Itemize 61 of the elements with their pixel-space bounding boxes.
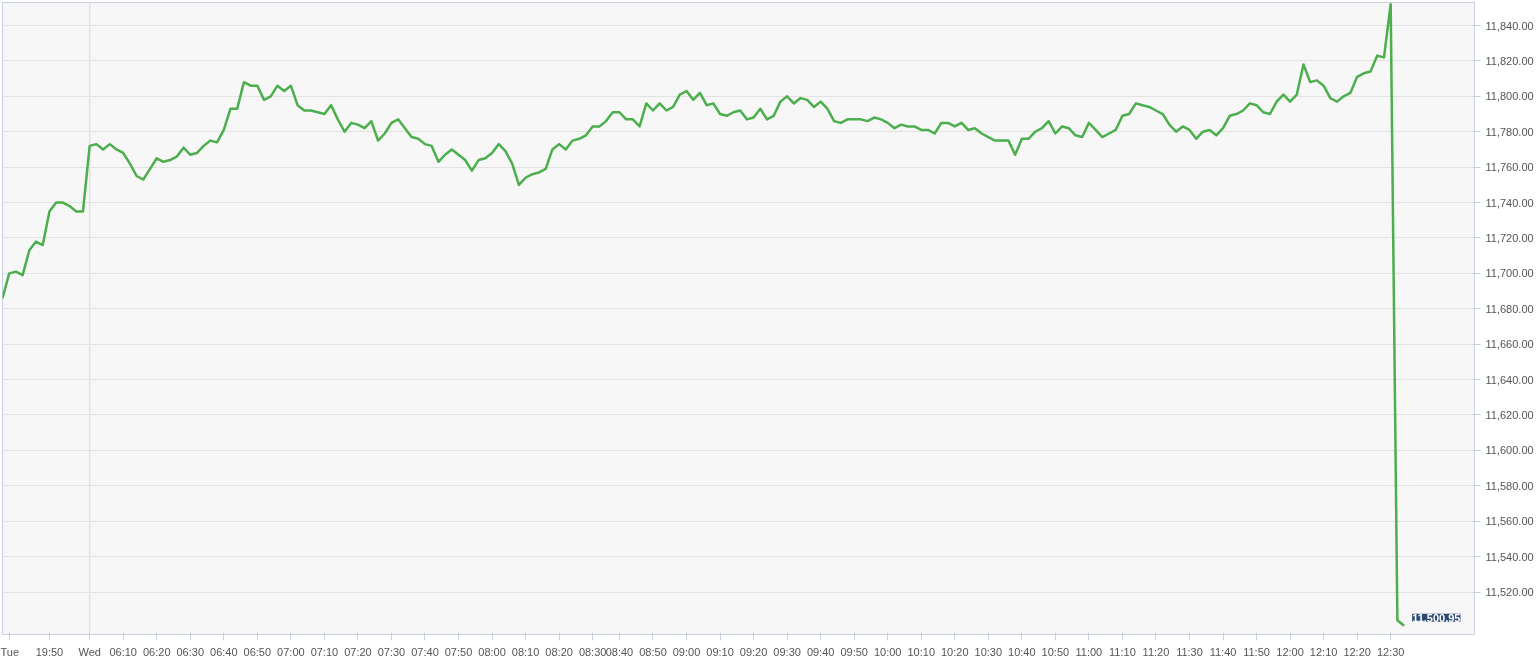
x-tick-label: 10:00 — [873, 645, 902, 658]
x-tick-label: 12:00 — [1276, 645, 1304, 658]
x-tick-label: 11:50 — [1243, 645, 1270, 658]
y-tick-label: 11,800.00 — [1485, 90, 1534, 103]
x-tick-label: 07:10 — [310, 645, 339, 658]
x-tick-label: 07:20 — [344, 645, 372, 658]
x-tick-label: 07:40 — [411, 645, 439, 658]
y-tick-label: 11,680.00 — [1485, 302, 1534, 315]
x-tick-label: 10:30 — [974, 645, 1003, 658]
x-tick-label: 12:20 — [1343, 645, 1371, 658]
x-tick-label: 09:20 — [739, 645, 768, 658]
x-tick-label: 06:50 — [243, 645, 272, 658]
x-tick-label: 06:20 — [142, 645, 171, 658]
x-tick-label: 08:40 — [605, 645, 634, 658]
x-tick-label: 06:40 — [210, 645, 238, 658]
x-tick-label: 10:40 — [1008, 645, 1036, 658]
x-tick-label: 11:00 — [1075, 645, 1103, 658]
x-tick-label: 11:40 — [1209, 645, 1237, 658]
x-tick-label: 08:00 — [478, 645, 506, 658]
x-tick-label: 10:20 — [941, 645, 969, 658]
y-tick-label: 11,840.00 — [1485, 19, 1534, 32]
x-tick-label: 10:50 — [1041, 645, 1070, 658]
y-tick-label: 11,520.00 — [1485, 586, 1534, 599]
x-tick-label: 11:10 — [1109, 645, 1136, 658]
x-tick-label: Tue — [0, 645, 20, 658]
x-tick-label: 06:30 — [176, 645, 205, 658]
data-label: 11,500.95 — [1412, 611, 1461, 624]
y-tick-label: 11,780.00 — [1485, 125, 1534, 138]
y-tick-label: 11,560.00 — [1485, 515, 1534, 528]
x-tick-label: 08:20 — [545, 645, 573, 658]
y-tick-label: 11,720.00 — [1485, 231, 1534, 244]
x-tick-label: 07:50 — [444, 645, 473, 658]
y-tick-label: 11,820.00 — [1485, 54, 1534, 67]
y-tick-label: 11,700.00 — [1485, 267, 1534, 280]
x-tick-label: 08:30 — [578, 645, 607, 658]
x-tick-label: 09:00 — [672, 645, 701, 658]
x-tick-label: 11:30 — [1176, 645, 1203, 658]
x-tick-label: 07:00 — [277, 645, 305, 658]
y-tick-label: 11,660.00 — [1485, 338, 1534, 351]
y-tick-label: 11,600.00 — [1485, 444, 1534, 457]
x-tick-label: 09:50 — [840, 645, 868, 658]
x-tick-label: 09:10 — [706, 645, 734, 658]
x-tick-label: 07:30 — [377, 645, 406, 658]
y-tick-label: 11,580.00 — [1485, 479, 1534, 492]
x-tick-label: 12:30 — [1376, 645, 1405, 658]
y-tick-label: 11,740.00 — [1485, 196, 1534, 209]
y-tick-label: 11,640.00 — [1485, 373, 1534, 386]
x-tick-label: 12:10 — [1309, 645, 1338, 658]
x-tick-label: 09:30 — [773, 645, 801, 658]
y-tick-label: 11,760.00 — [1485, 161, 1534, 174]
y-tick-label: 11,540.00 — [1485, 550, 1534, 563]
x-tick-label: 08:50 — [639, 645, 667, 658]
x-tick-label: 11:20 — [1142, 645, 1170, 658]
x-tick-label: 09:40 — [806, 645, 835, 658]
x-tick-label: 19:50 — [35, 645, 64, 658]
x-tick-label: 06:10 — [109, 645, 137, 658]
x-tick-label: 08:10 — [511, 645, 540, 658]
line-series — [2, 3, 1406, 627]
x-tick-label: 10:10 — [907, 645, 936, 658]
x-tick-label: Wed — [78, 645, 101, 658]
y-tick-label: 11,620.00 — [1485, 408, 1534, 421]
